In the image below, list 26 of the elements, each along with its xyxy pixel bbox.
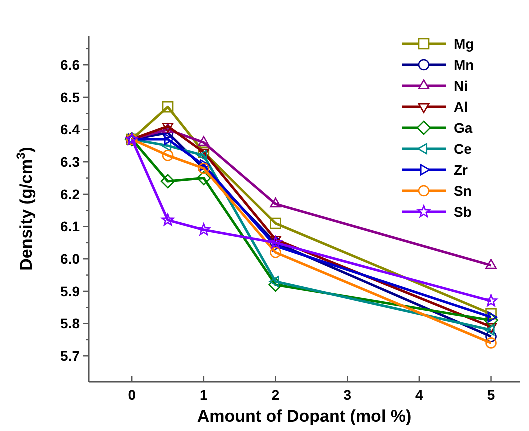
y-tick-label: 5.7 xyxy=(60,348,80,364)
x-tick-label: 2 xyxy=(272,387,280,403)
legend-label: Ga xyxy=(454,120,473,136)
legend-label: Sb xyxy=(454,204,472,220)
legend-label: Al xyxy=(454,98,468,115)
y-tick-label: 6.1 xyxy=(60,218,80,235)
y-tick-label: 6.4 xyxy=(60,122,80,138)
y-tick-label: 6.3 xyxy=(60,154,80,170)
legend-label: Sn xyxy=(454,182,472,199)
legend-label: Zr xyxy=(454,162,469,178)
y-tick-label: 6.5 xyxy=(60,89,80,106)
x-tick-label: 3 xyxy=(344,387,352,403)
legend-label: Mg xyxy=(454,36,474,52)
legend-label: Ce xyxy=(454,140,472,157)
x-tick-label: 1 xyxy=(200,387,208,403)
y-tick-label: 5.9 xyxy=(60,283,80,300)
y-tick-label: 6.6 xyxy=(60,57,80,74)
x-tick-label: 0 xyxy=(128,387,136,403)
legend-label: Ni xyxy=(454,78,468,94)
y-tick-label: 6.2 xyxy=(60,186,80,202)
x-tick-label: 5 xyxy=(487,387,496,403)
y-tick-label: 5.8 xyxy=(60,316,80,332)
text: 6.0 xyxy=(60,251,80,268)
x-axis-title: Amount of Dopant (mol %) xyxy=(197,407,412,426)
legend-label: Mn xyxy=(454,56,474,73)
x-tick-label: 4 xyxy=(416,387,424,403)
